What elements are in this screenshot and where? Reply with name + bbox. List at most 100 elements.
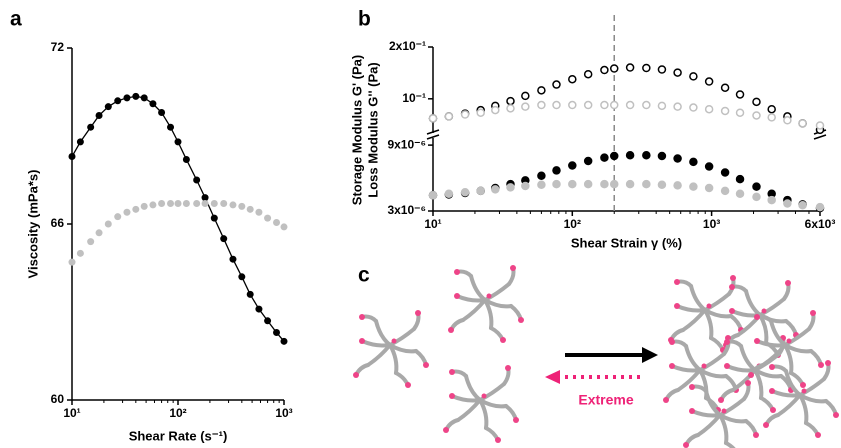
data-point xyxy=(752,97,761,107)
data-point xyxy=(720,186,730,196)
x-tick-label: 10¹ xyxy=(63,406,80,420)
data-point xyxy=(201,194,209,202)
data-point xyxy=(167,123,175,131)
data-point xyxy=(609,151,619,161)
data-point xyxy=(609,100,619,110)
data-point xyxy=(552,80,561,89)
data-point xyxy=(583,100,593,110)
data-point xyxy=(210,214,218,222)
data-point xyxy=(657,65,667,74)
data-point xyxy=(255,305,263,313)
x-tick-label: 10³ xyxy=(275,406,292,420)
data-point xyxy=(600,153,609,162)
data-point xyxy=(506,183,515,192)
data-point xyxy=(752,192,761,202)
data-point xyxy=(552,100,561,110)
data-point xyxy=(704,104,714,114)
data-point xyxy=(568,161,577,170)
data-point xyxy=(273,329,281,337)
data-point xyxy=(657,180,667,189)
x-axis-label: Shear Rate (s⁻¹) xyxy=(129,428,228,443)
data-point xyxy=(428,191,438,200)
data-point xyxy=(123,94,131,102)
data-point xyxy=(76,138,84,146)
data-point xyxy=(552,179,561,189)
data-point xyxy=(246,290,254,298)
data-point xyxy=(689,157,698,167)
data-point xyxy=(476,186,485,196)
data-point xyxy=(255,208,263,216)
y-tick-label: 3x10⁻⁶ xyxy=(387,203,426,217)
x-tick-label: 10¹ xyxy=(424,217,441,231)
data-point xyxy=(767,104,776,114)
data-point xyxy=(735,174,745,184)
data-point xyxy=(229,201,237,209)
data-point xyxy=(673,68,682,77)
data-point xyxy=(609,64,619,73)
data-point xyxy=(229,255,237,263)
network-diagram xyxy=(351,263,841,448)
axis-break xyxy=(813,134,827,140)
axis-break xyxy=(426,129,440,135)
data-point xyxy=(182,155,190,163)
data-point xyxy=(815,121,825,130)
data-point xyxy=(114,97,122,105)
data-point xyxy=(704,183,714,193)
data-point xyxy=(673,154,682,163)
x-tick-label: 10² xyxy=(169,406,186,420)
data-point xyxy=(158,109,166,117)
data-point xyxy=(704,162,714,171)
data-point xyxy=(174,138,182,146)
data-point xyxy=(537,171,546,180)
data-point xyxy=(689,182,698,191)
data-point xyxy=(264,214,272,222)
data-point xyxy=(220,235,228,243)
panel-label: a xyxy=(10,8,22,31)
data-point xyxy=(537,180,546,189)
data-point xyxy=(104,103,112,111)
y-tick-label: 60 xyxy=(51,392,65,406)
panel-label: b xyxy=(358,8,371,31)
data-point xyxy=(583,179,593,189)
data-point xyxy=(280,223,288,231)
panel-label: c xyxy=(358,264,370,287)
data-point xyxy=(149,100,157,108)
data-point xyxy=(600,100,609,110)
data-point xyxy=(783,116,792,125)
data-point xyxy=(491,185,500,194)
data-point xyxy=(428,114,438,123)
data-point xyxy=(767,195,776,205)
data-point xyxy=(625,179,635,189)
data-point xyxy=(689,103,698,112)
data-point xyxy=(193,199,201,207)
data-point xyxy=(720,168,730,177)
data-point xyxy=(735,189,745,198)
data-point xyxy=(583,69,593,79)
data-point xyxy=(460,188,470,197)
data-point xyxy=(704,77,714,86)
data-point xyxy=(280,337,288,345)
data-point xyxy=(114,213,122,221)
data-point xyxy=(264,317,272,325)
x-tick-label: 10³ xyxy=(703,217,720,231)
data-point xyxy=(132,92,140,100)
data-point xyxy=(642,100,651,110)
data-point xyxy=(568,179,577,189)
data-point xyxy=(521,102,530,111)
data-point xyxy=(444,189,454,198)
y-tick-label: 66 xyxy=(51,216,65,230)
data-point xyxy=(583,156,593,166)
data-point xyxy=(735,108,745,117)
data-point xyxy=(140,94,148,102)
data-point xyxy=(752,182,761,191)
arrow-label: Extreme xyxy=(578,392,633,408)
data-point xyxy=(506,96,515,106)
data-point xyxy=(798,201,807,210)
data-point xyxy=(210,199,218,207)
data-point xyxy=(552,166,561,175)
y-axis-label: Loss Modulus G'' (Pa) xyxy=(365,62,380,197)
data-point xyxy=(783,199,792,208)
y-axis-label: Storage Modulus G' (Pa) xyxy=(349,55,364,205)
data-point xyxy=(174,199,182,207)
